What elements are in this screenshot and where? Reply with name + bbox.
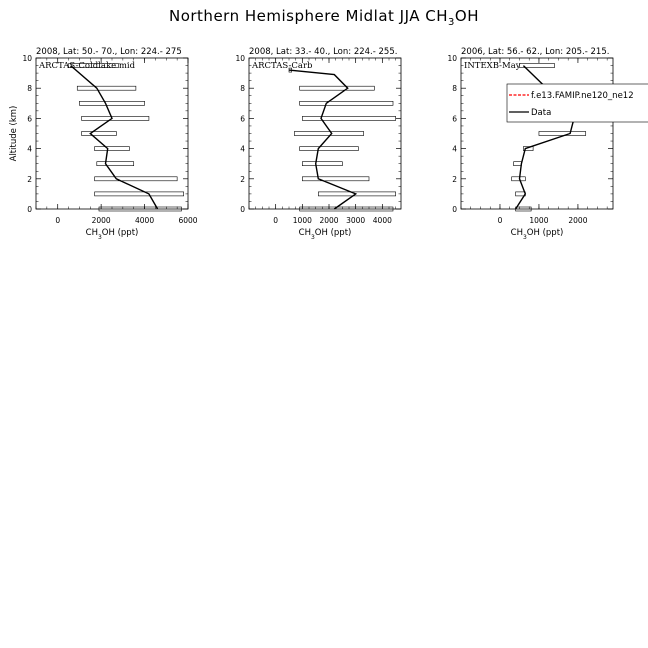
x-axis-label: CH3OH (ppt) (511, 228, 564, 241)
legend-label: Data (531, 108, 551, 118)
range-bar (515, 206, 532, 212)
range-bar (302, 161, 343, 166)
y-tick-label: 8 (452, 84, 457, 93)
y-tick-label: 10 (22, 54, 32, 63)
y-tick-label: 2 (27, 175, 32, 184)
y-tick-label: 10 (235, 54, 245, 63)
range-bar (81, 116, 150, 121)
x-tick-label: 1000 (529, 216, 548, 225)
range-bar (294, 131, 364, 136)
x-tick-label: 2000 (568, 216, 587, 225)
y-tick-label: 6 (452, 114, 457, 123)
plot-frame (460, 57, 614, 210)
range-bar (302, 116, 396, 121)
range-bar (511, 176, 526, 182)
y-tick-label: 0 (452, 205, 457, 214)
range-bar (76, 85, 137, 91)
x-tick-label: 6000 (178, 216, 197, 225)
legend-label: f.e13.FAMIP.ne120_ne12 (531, 91, 634, 101)
range-bar (79, 101, 145, 106)
range-bar (523, 146, 534, 151)
range-bar (81, 131, 117, 136)
y-tick-label: 6 (27, 114, 32, 123)
y-tick-label: 8 (27, 84, 32, 93)
range-bar (299, 206, 394, 212)
legend-box (506, 83, 648, 123)
range-bar (68, 63, 119, 68)
y-tick-label: 6 (240, 114, 245, 123)
panel-header: 2008, Lat: 33.- 40., Lon: 224.- 255. (249, 47, 397, 57)
legend: f.e13.FAMIP.ne120_ne12 Data (506, 83, 648, 123)
x-tick-label: 2000 (92, 216, 111, 225)
range-bar (318, 191, 396, 197)
range-bar (96, 161, 135, 166)
range-bar (302, 176, 370, 182)
range-bar (299, 101, 394, 106)
y-tick-label: 4 (240, 145, 245, 154)
y-tick-label: 0 (27, 205, 32, 214)
y-tick-label: 4 (452, 145, 457, 154)
plot-frame (248, 57, 402, 210)
x-axis-label: CH3OH (ppt) (299, 228, 352, 241)
x-tick-label: 4000 (135, 216, 154, 225)
x-tick-label: 0 (55, 216, 60, 225)
y-tick-label: 2 (240, 175, 245, 184)
data-series-line (70, 65, 159, 210)
plot-frame (35, 57, 189, 210)
y-axis-label: Altitude (km) (9, 106, 19, 162)
x-tick-label: 1000 (293, 216, 312, 225)
panel-2: 2008, Lat: 33.- 40., Lon: 224.- 255. ARCT… (235, 47, 402, 225)
campaign-label: ARCTAS-Carb (251, 61, 313, 71)
range-bar (94, 191, 184, 197)
panel-3: 2006, Lat: 56.- 62., Lon: 205.- 215. INTE… (447, 47, 648, 225)
range-bar (513, 161, 522, 166)
range-bar (538, 131, 587, 136)
figure-title: Northern Hemisphere Midlat JJA CH3OH (168, 7, 480, 28)
data-series-line (288, 69, 358, 210)
panel-header: 2006, Lat: 56.- 62., Lon: 205.- 215. (461, 47, 609, 57)
range-bar (299, 85, 375, 91)
x-tick-label: 2000 (319, 216, 338, 225)
panel-1: 2008, Lat: 50.- 70., Lon: 224.- 275 ARCTA… (22, 47, 197, 225)
y-tick-label: 0 (240, 205, 245, 214)
campaign-label: INTEXB-May (464, 61, 521, 71)
y-tick-label: 10 (447, 54, 457, 63)
x-tick-label: 3000 (346, 216, 365, 225)
x-tick-label: 4000 (373, 216, 392, 225)
range-bar (98, 206, 182, 212)
y-tick-label: 8 (240, 84, 245, 93)
range-bar (299, 146, 359, 151)
y-tick-label: 2 (452, 175, 457, 184)
range-bar (519, 63, 555, 68)
x-tick-label: 0 (273, 216, 278, 225)
range-bar (94, 176, 178, 182)
x-axis-label: CH3OH (ppt) (86, 228, 139, 241)
x-tick-label: 0 (498, 216, 503, 225)
y-tick-label: 4 (27, 145, 32, 154)
panel-header: 2008, Lat: 50.- 70., Lon: 224.- 275 (36, 47, 182, 57)
campaign-label: ARCTAS-Coldlake mid (38, 61, 136, 71)
range-bar (94, 146, 130, 151)
